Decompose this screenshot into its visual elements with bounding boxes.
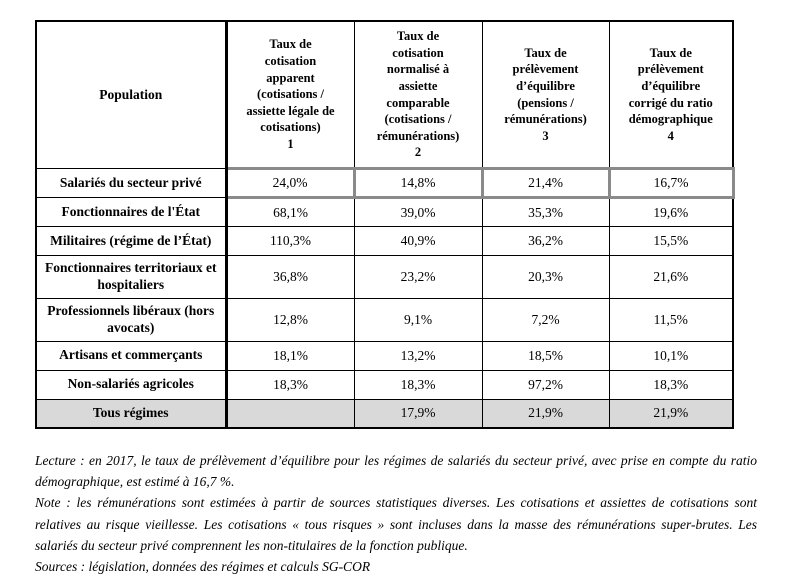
value-cell: 24,0% bbox=[224, 167, 356, 199]
table-row-militaires: Militaires (régime de l’État) 110,3% 40,… bbox=[35, 226, 734, 256]
value-cell-empty bbox=[225, 398, 355, 429]
value-cell: 36,2% bbox=[481, 226, 610, 256]
lecture-note: Lecture : en 2017, le taux de prélèvemen… bbox=[35, 453, 757, 490]
footnotes: Lecture : en 2017, le taux de prélèvemen… bbox=[35, 450, 757, 577]
methodology-note: Note : les rémunérations sont estimées à… bbox=[35, 495, 757, 553]
value-cell: 18,5% bbox=[481, 340, 610, 371]
table-row-non-salaries-agricoles: Non-salariés agricoles 18,3% 18,3% 97,2%… bbox=[35, 369, 734, 400]
value-cell: 40,9% bbox=[353, 226, 483, 256]
table-row-total-tous-regimes: Tous régimes 17,9% 21,9% 21,9% bbox=[35, 398, 734, 429]
column-header-taux-prelevement-equilibre: Taux de prélèvement d’équilibre (pension… bbox=[481, 20, 610, 169]
value-cell: 19,6% bbox=[608, 197, 734, 227]
column-header-taux-cotisation-normalise: Taux de cotisation normalisé à assiette … bbox=[353, 20, 483, 169]
column-header-population: Population bbox=[35, 20, 228, 169]
column-header-taux-cotisation-apparent: Taux de cotisation apparent (cotisations… bbox=[225, 20, 355, 169]
value-cell: 18,3% bbox=[353, 369, 483, 400]
row-label: Salariés du secteur privé bbox=[35, 168, 228, 198]
value-cell: 18,3% bbox=[225, 369, 355, 400]
value-cell: 21,9% bbox=[608, 398, 734, 429]
equilibrium-rates-table: Population Taux de cotisation apparent (… bbox=[35, 20, 735, 429]
row-label: Tous régimes bbox=[35, 398, 228, 429]
value-cell: 14,8% bbox=[352, 167, 484, 199]
value-cell: 68,1% bbox=[225, 197, 355, 227]
row-label: Artisans et commerçants bbox=[35, 340, 228, 371]
value-cell: 7,2% bbox=[481, 297, 610, 342]
row-label: Militaires (régime de l’État) bbox=[35, 226, 228, 256]
value-cell: 18,1% bbox=[225, 340, 355, 371]
value-cell: 13,2% bbox=[353, 340, 483, 371]
table-row-salaries-prive: Salariés du secteur privé 24,0% 14,8% 21… bbox=[35, 167, 735, 199]
value-cell: 35,3% bbox=[481, 197, 610, 227]
table-row-fonctionnaires-etat: Fonctionnaires de l'État 68,1% 39,0% 35,… bbox=[35, 197, 734, 227]
value-cell: 21,6% bbox=[608, 255, 734, 299]
value-cell: 16,7% bbox=[607, 167, 735, 199]
value-cell: 11,5% bbox=[608, 297, 734, 342]
table-row-fonctionnaires-territoriaux: Fonctionnaires territoriaux et hospitali… bbox=[35, 255, 734, 299]
table-row-professionnels-liberaux: Professionnels libéraux (hors avocats) 1… bbox=[35, 297, 734, 342]
value-cell: 97,2% bbox=[481, 369, 610, 400]
value-cell: 15,5% bbox=[608, 226, 734, 256]
column-header-taux-prelevement-corrige: Taux de prélèvement d’équilibre corrigé … bbox=[608, 20, 734, 169]
row-label: Professionnels libéraux (hors avocats) bbox=[35, 297, 228, 342]
value-cell: 39,0% bbox=[353, 197, 483, 227]
row-label: Fonctionnaires territoriaux et hospitali… bbox=[35, 255, 228, 299]
row-label: Fonctionnaires de l'État bbox=[35, 197, 228, 227]
row-label: Non-salariés agricoles bbox=[35, 369, 228, 400]
value-cell: 10,1% bbox=[608, 340, 734, 371]
value-cell: 12,8% bbox=[225, 297, 355, 342]
value-cell: 21,9% bbox=[481, 398, 610, 429]
value-cell: 21,4% bbox=[480, 167, 611, 199]
value-cell: 18,3% bbox=[608, 369, 734, 400]
table-row-artisans-commercants: Artisans et commerçants 18,1% 13,2% 18,5… bbox=[35, 340, 734, 371]
sources-note: Sources : législation, données des régim… bbox=[35, 558, 371, 574]
value-cell: 110,3% bbox=[225, 226, 355, 256]
value-cell: 17,9% bbox=[353, 398, 483, 429]
value-cell: 36,8% bbox=[225, 255, 355, 299]
value-cell: 23,2% bbox=[353, 255, 483, 299]
header-row: Population Taux de cotisation apparent (… bbox=[35, 20, 734, 169]
value-cell: 9,1% bbox=[353, 297, 483, 342]
value-cell: 20,3% bbox=[481, 255, 610, 299]
